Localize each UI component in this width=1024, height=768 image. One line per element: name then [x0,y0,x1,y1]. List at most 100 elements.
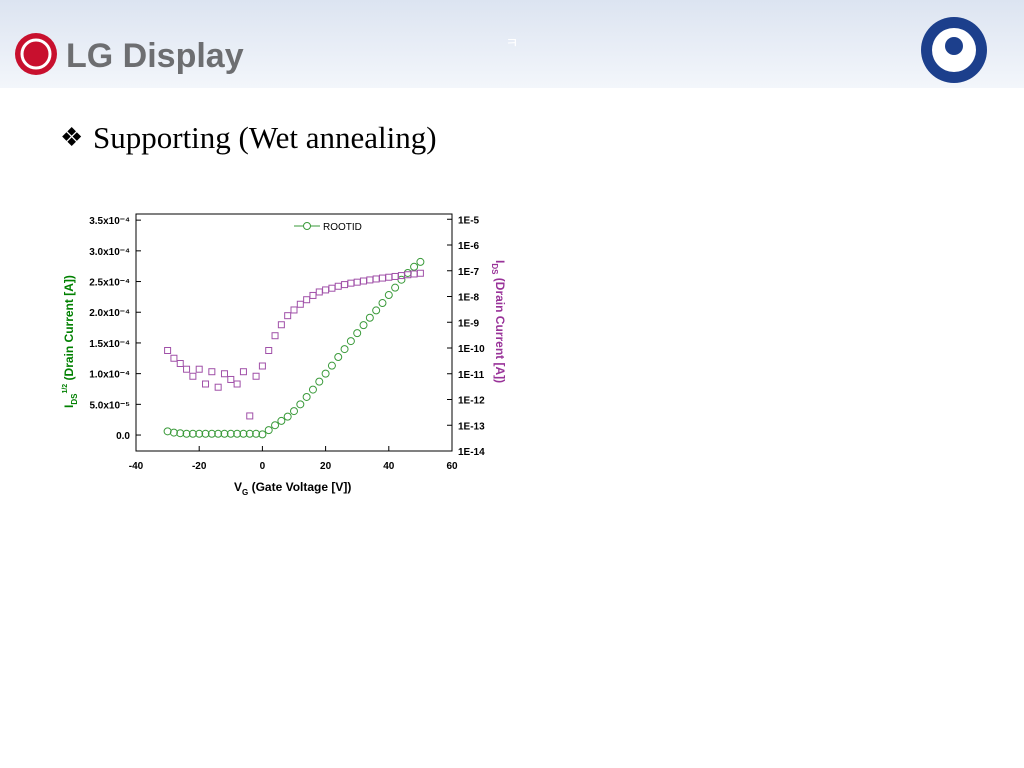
y2-tick-label: 1E-5 [458,215,480,226]
y2-axis-label-sub: DS [490,263,499,275]
square-marker [360,277,368,285]
circle-marker [239,429,248,438]
square-marker [252,372,260,380]
y-tick-label: 3.0x10⁻⁴ [89,247,130,258]
square-marker [296,300,304,308]
square-marker [214,383,222,391]
square-marker [385,273,393,281]
square-marker [189,372,197,380]
circle-marker [283,412,292,421]
square-marker [258,362,266,370]
header-bar [0,0,1024,88]
circle-marker [378,299,387,308]
square-marker [366,276,374,284]
circle-marker [264,426,273,435]
circle-marker [346,337,355,346]
square-marker [183,365,191,373]
y2-tick-label: 1E-9 [458,318,480,329]
square-marker [170,354,178,362]
circle-marker [201,429,210,438]
circle-marker [252,429,261,438]
x-tick-label: -40 [129,461,144,472]
plot-frame [135,213,453,452]
circle-marker [271,421,280,430]
square-marker [397,272,405,280]
square-marker [391,272,399,280]
x-axis-label: VG (Gate Voltage [V]) [234,480,351,497]
x-tick-label: 40 [383,461,395,472]
circle-marker [245,429,254,438]
y2-tick-label: 1E-7 [458,267,480,278]
square-marker [353,278,361,286]
y-tick-label: 1.0x10⁻⁴ [89,370,130,381]
y2-axis-label: IDS (Drain Current [A]) [490,260,507,383]
emblem-center [945,37,963,55]
square-marker [334,282,342,290]
square-marker [265,346,273,354]
x-tick-label: 0 [260,461,266,472]
legend-marker [303,222,311,230]
circle-marker [372,306,381,315]
circle-marker [397,275,406,284]
square-marker [233,380,241,388]
circle-marker [214,429,223,438]
circle-marker [315,377,324,386]
square-marker [195,365,203,373]
y2-tick-label: 1E-11 [458,370,485,381]
y2-axis-label-rest: (Drain Current [A]) [493,274,507,383]
y2-tick-label: 1E-14 [458,447,485,458]
x-axis-label-sub: G [242,488,248,497]
square-marker [416,269,424,277]
square-marker [341,281,349,289]
slide-title: Supporting (Wet annealing) [93,120,437,155]
circle-marker [384,291,393,300]
y-axis-label-sup: 1/2 [62,384,69,394]
y2-tick-label: 1E-13 [458,421,485,432]
circle-marker [327,361,336,370]
y2-tick-label: 1E-8 [458,293,480,304]
x-tick-label: 60 [446,461,458,472]
circle-marker [195,429,204,438]
y2-axis-label-main: I [493,260,507,263]
x-axis-label-main: V [234,480,242,494]
legend-label: ROOTID [323,222,362,233]
square-marker [277,321,285,329]
circle-marker [321,369,330,378]
y-tick-label: 1.5x10⁻⁴ [89,339,130,350]
circle-marker [296,400,305,409]
y2-tick-label: 1E-10 [458,344,485,355]
y-tick-label: 2.5x10⁻⁴ [89,278,130,289]
y-axis-label: IDS1/2 (Drain Current [A]) [62,275,79,408]
y-tick-label: 2.0x10⁻⁴ [89,308,130,319]
y2-tick-label: 1E-12 [458,396,485,407]
y-axis-label-main: I [62,405,76,408]
circle-marker [169,428,178,437]
y-axis-label-rest: (Drain Current [A]) [62,275,76,384]
square-marker [303,296,311,304]
square-marker [208,368,216,376]
square-marker [164,346,172,354]
circle-marker [340,345,349,354]
circle-marker [233,429,242,438]
square-marker [220,370,228,378]
circle-marker [220,429,229,438]
circle-marker [258,430,267,439]
circle-marker [277,416,286,425]
square-marker [372,275,380,283]
y-axis-label-sub: DS [70,393,79,405]
lg-logo-ring [20,38,52,70]
square-marker [202,380,210,388]
logo-text: LG Display [66,37,244,75]
circle-marker [188,429,197,438]
square-marker [239,368,247,376]
square-marker [290,306,298,314]
y-tick-label: 0.0 [116,431,130,442]
x-tick-label: -20 [192,461,207,472]
circle-marker [353,329,362,338]
bullet: ❖ [60,122,83,152]
y-tick-label: 3.5x10⁻⁴ [89,216,130,227]
circle-marker [302,392,311,401]
header-mark: ㅋ [506,35,519,51]
square-marker [347,279,355,287]
